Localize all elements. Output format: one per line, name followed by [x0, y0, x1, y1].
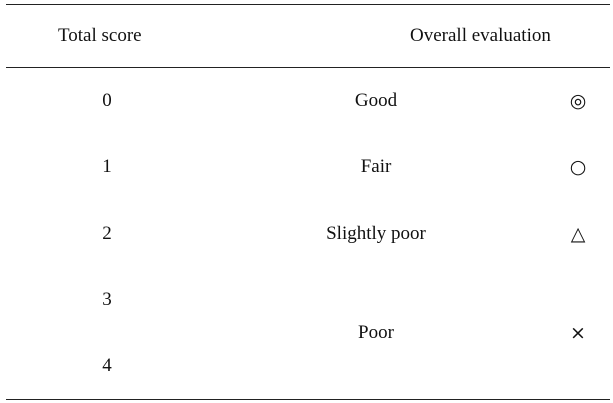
header-total-score: Total score: [58, 25, 142, 46]
table-top-rule: [6, 4, 610, 5]
triangle-icon: △: [570, 223, 586, 245]
evaluation-label-good: Good: [354, 90, 398, 111]
cross-icon: ×: [570, 322, 586, 344]
evaluation-label-fair: Fair: [360, 156, 392, 177]
table-bottom-rule: [6, 399, 610, 400]
evaluation-label-poor: Poor: [358, 322, 394, 343]
header-overall-evaluation: Overall evaluation: [410, 25, 551, 46]
table-header-rule: [6, 67, 610, 68]
circle-icon: ○: [569, 156, 587, 178]
evaluation-label-slightly-poor: Slightly poor: [326, 223, 426, 244]
score-cell-0: 0: [102, 90, 112, 111]
score-cell-4: 4: [102, 355, 112, 376]
double-circle-icon: ◎: [569, 90, 587, 112]
score-cell-1: 1: [102, 156, 112, 177]
score-cell-2: 2: [102, 223, 112, 244]
score-cell-3: 3: [102, 289, 112, 310]
